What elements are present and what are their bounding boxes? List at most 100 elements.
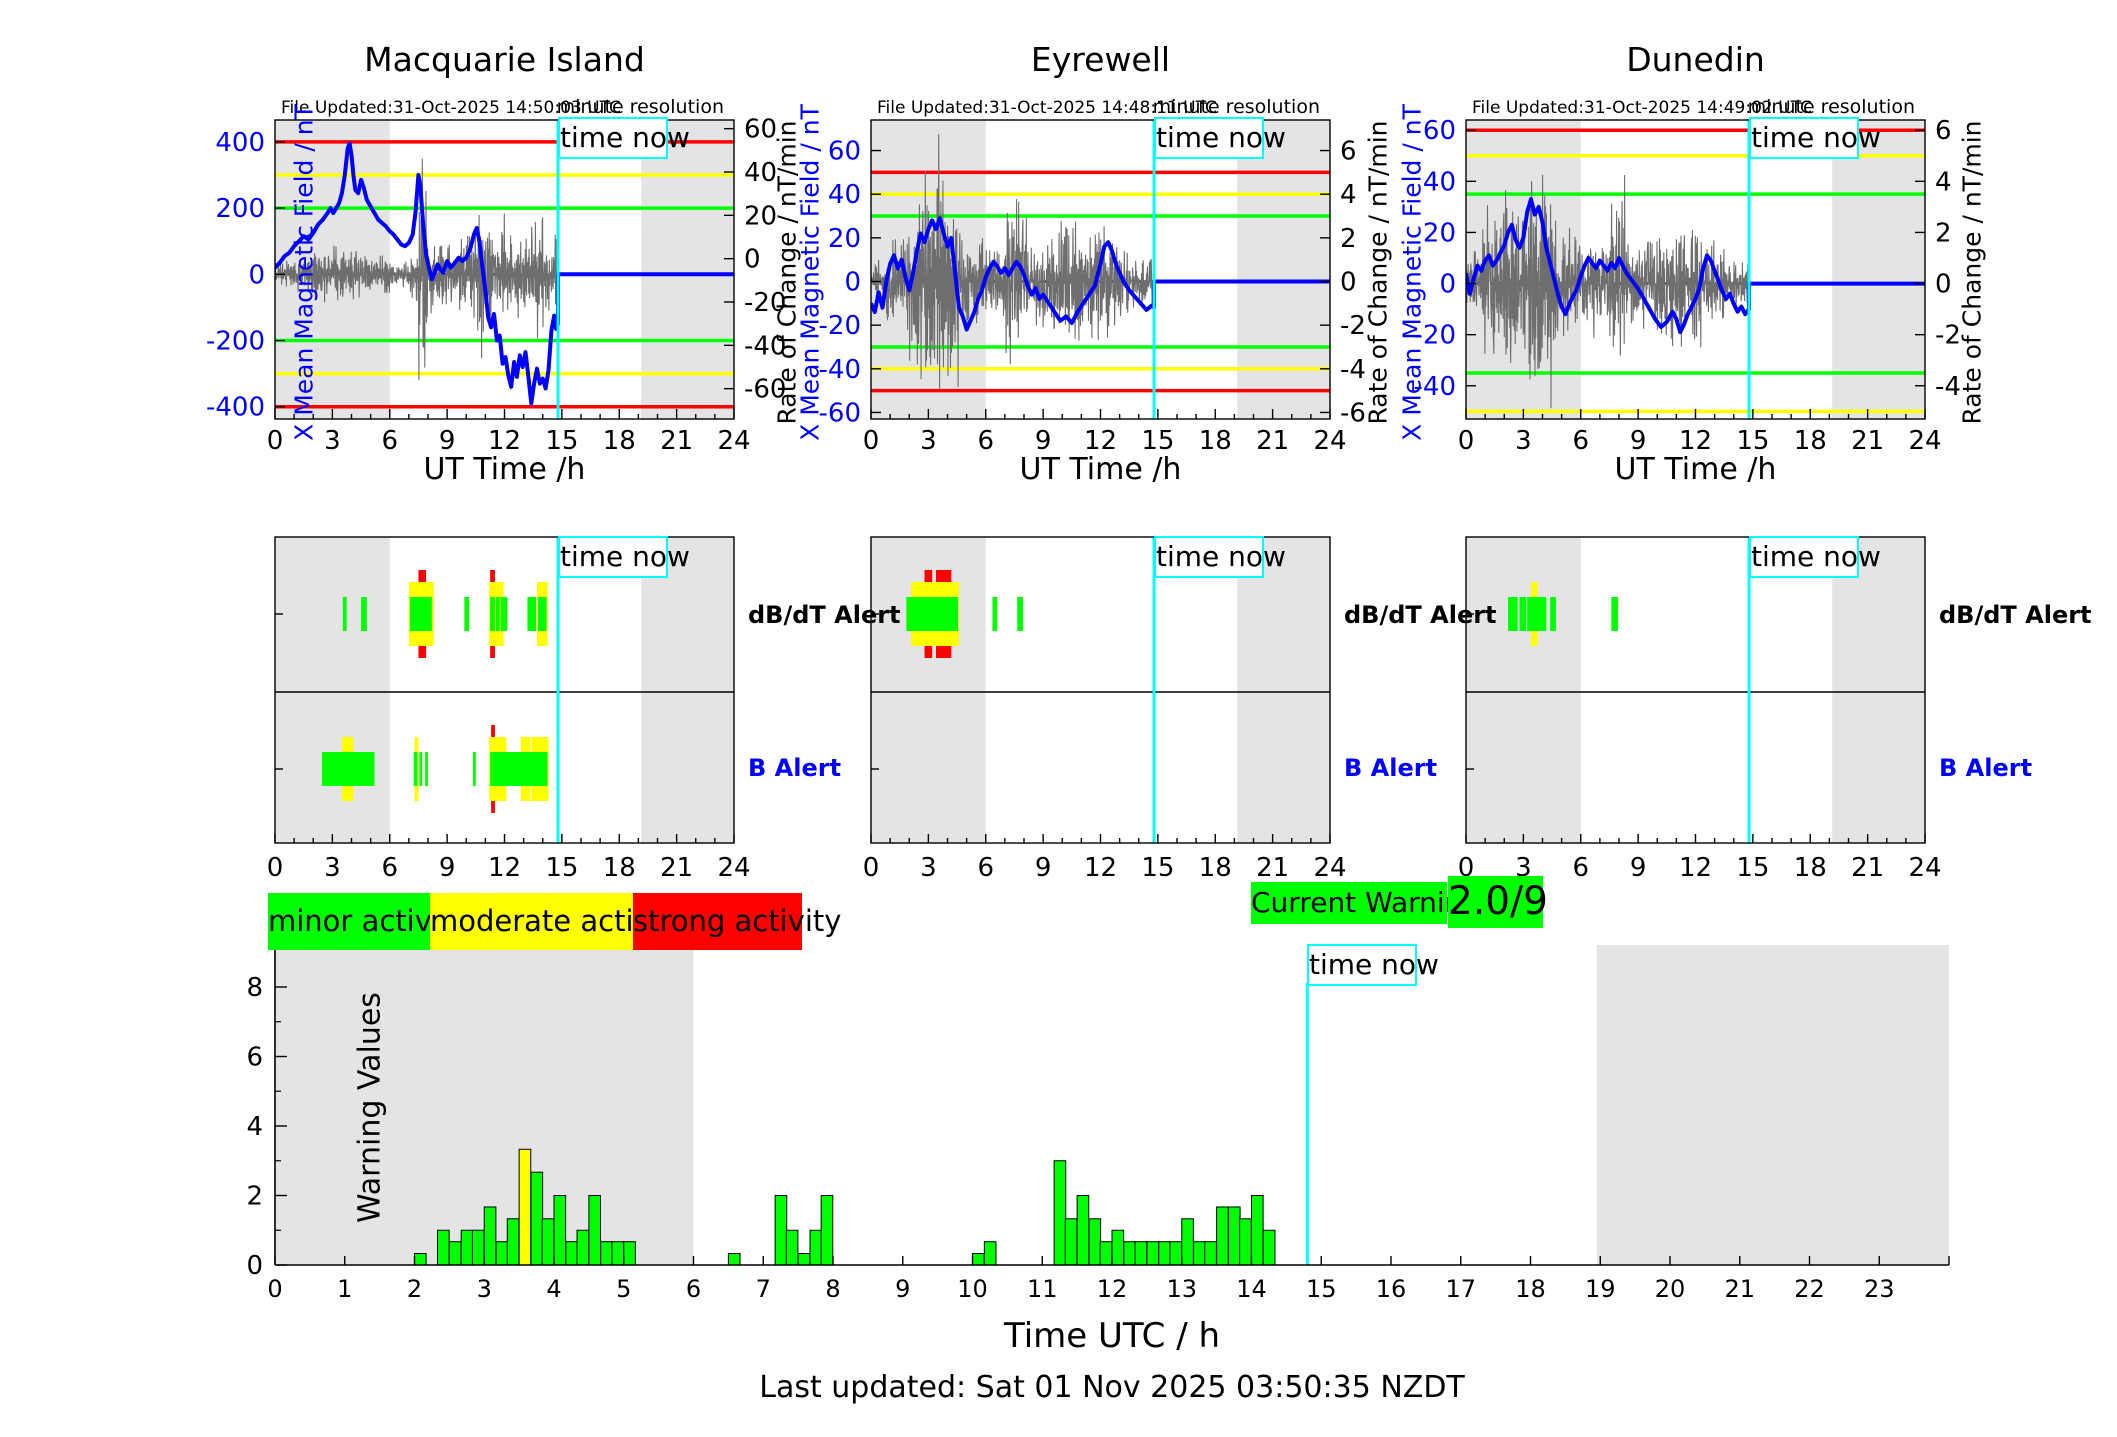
x-axis-title: UT Time /h [423,452,586,487]
x-tick-label: 15 [1736,426,1769,456]
current-warning-label: Current Warning: [1251,882,1490,924]
y-tick-label-right: 4 [1340,180,1357,210]
x-tick-label: 3 [920,426,937,456]
y-tick-label: 8 [246,973,263,1003]
x-tick-label: 11 [1027,1275,1058,1303]
b-alert-label: B Alert [1939,754,2033,782]
x-tick-label: 15 [1141,853,1174,883]
y-tick-label-right: 2 [1935,218,1952,248]
warning-value-bar [506,1218,520,1266]
y-tick-label-right: 6 [1935,116,1952,146]
b-alert-label: B Alert [1344,754,1438,782]
current-warning-value: 2.0/9 [1448,876,1548,928]
dbdt-alert-bar [1017,597,1024,631]
x-tick-label: 6 [977,853,994,883]
dbdt-alert-bar [1527,597,1547,631]
x-tick-label: 21 [1256,426,1289,456]
warning-value-bar [1181,1218,1194,1266]
x-tick-label: 15 [1306,1275,1337,1303]
y-tick-label: 4 [246,1112,263,1142]
warning-value-bar [437,1229,450,1266]
x-tick-label: 2 [407,1275,422,1303]
x-tick-label: 6 [381,426,398,456]
x-tick-label: 9 [439,853,456,883]
last-updated-text: Last updated: Sat 01 Nov 2025 03:50:35 N… [759,1370,1465,1405]
night-shading-band [1832,537,1925,843]
file-updated-text: File Updated:31-Oct-2025 14:49:02 UTC [1472,98,1812,118]
y-tick-label-left: -400 [206,393,265,423]
night-shading-band [641,120,734,419]
b-alert-bar [419,752,423,786]
x-tick-label: 12 [488,853,521,883]
dbdt-alert-bar [342,597,347,631]
x-tick-label: 12 [1679,853,1712,883]
y-tick-label-left: 0 [1439,270,1456,300]
dbdt-alert-bar [537,597,547,631]
x-tick-label: 3 [477,1275,492,1303]
warning-value-bar [448,1241,462,1266]
warning-value-bar [1088,1218,1102,1266]
x-tick-label: 9 [895,1275,910,1303]
dbdt-alert-bar [464,597,470,631]
y-tick-label-right: -40 [744,331,786,361]
x-tick-label: 3 [1515,426,1532,456]
warning-value-bar [797,1253,811,1266]
x-tick-label: 9 [1035,853,1052,883]
dbdt-alert-bar [490,597,495,631]
y-tick-label-left: 20 [1423,218,1456,248]
x-tick-label: 18 [1199,853,1232,883]
b-alert-bar [413,752,418,786]
x-tick-label: 21 [660,853,693,883]
x-tick-label: 23 [1864,1275,1895,1303]
x-tick-label: 0 [267,426,284,456]
x-axis-title: UT Time /h [1019,452,1182,487]
warning-value-bar [414,1253,427,1266]
x-tick-label: 5 [616,1275,631,1303]
dbdt-alert-bar [1519,597,1527,631]
y-tick-label-right: -4 [1340,355,1366,385]
warning-value-bar [1076,1195,1090,1266]
dbdt-alert-bar [495,597,500,631]
x-tick-label: 14 [1236,1275,1267,1303]
warning-value-bar [483,1206,497,1266]
warning-value-bar [1216,1206,1229,1266]
x-tick-label: 3 [324,853,341,883]
x-tick-label: 9 [1630,426,1647,456]
time-now-flag: time now [1749,536,1881,578]
b-alert-bar [472,752,476,786]
x-tick-label: 24 [1908,853,1941,883]
x-tick-label: 12 [1084,426,1117,456]
x-tick-label: 0 [863,853,880,883]
warning-value-bar [1262,1229,1276,1266]
y-tick-label-right: 40 [744,158,777,188]
y-tick-label-right: 60 [744,115,777,145]
warning-value-bar [495,1241,509,1266]
x-tick-label: 12 [1679,426,1712,456]
x-tick-label: 6 [686,1275,701,1303]
warning-value-bar [518,1148,532,1266]
minute-resolution-text: minute resolution [1152,96,1320,118]
x-tick-label: 0 [267,1275,282,1303]
warning-value-bar [1158,1241,1171,1266]
x-tick-label: 4 [546,1275,561,1303]
y-tick-label: 0 [246,1251,263,1281]
legend-minor-activity: minor activity [268,893,468,950]
y-tick-label-left: -60 [819,398,861,428]
x-tick-label: 3 [324,426,341,456]
y-axis-label-right: Rate of Change / nT/min [1363,120,1393,425]
warning-value-bar [576,1229,590,1266]
x-tick-label: 21 [1851,853,1884,883]
night-shading-band [275,537,390,843]
y-tick-label-left: 40 [1423,167,1456,197]
warning-value-bar [1193,1241,1206,1266]
page-title: Macquarie Island [364,40,645,79]
b-alert-label: B Alert [748,754,842,782]
y-axis-label-right: Rate of Change / nT/min [1957,120,1987,425]
warning-value-bar [565,1241,578,1266]
warning-value-bar [727,1253,741,1266]
time-now-flag: time now [558,117,690,159]
warning-value-bar [1123,1241,1136,1266]
y-tick-label-right: -2 [1935,321,1961,351]
warning-value-bar [530,1171,544,1266]
